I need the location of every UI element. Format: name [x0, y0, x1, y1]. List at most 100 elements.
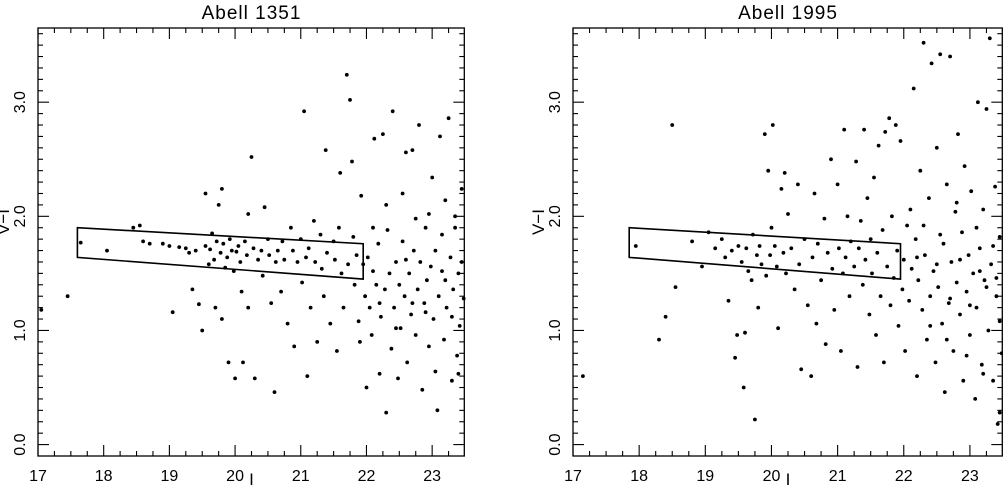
data-point: [802, 237, 807, 242]
data-point: [245, 253, 249, 257]
data-point: [842, 127, 847, 132]
data-point: [986, 328, 991, 333]
data-point: [289, 225, 293, 230]
data-point: [394, 260, 398, 264]
data-point: [764, 273, 769, 278]
data-point: [377, 371, 382, 376]
data-point: [431, 317, 436, 321]
data-point: [757, 244, 762, 248]
data-point: [938, 232, 943, 237]
data-point: [304, 255, 308, 260]
data-point: [690, 239, 694, 244]
data-point: [313, 260, 318, 264]
data-point: [203, 244, 208, 248]
data-point: [440, 232, 444, 237]
data-point: [874, 333, 878, 337]
data-point: [953, 209, 958, 214]
data-point: [456, 371, 461, 376]
data-point: [719, 237, 724, 242]
data-point: [991, 244, 995, 248]
data-point: [417, 123, 421, 127]
data-point: [351, 235, 356, 239]
data-point: [946, 301, 951, 305]
data-point: [974, 305, 979, 310]
data-point: [427, 344, 431, 349]
data-point: [394, 326, 398, 331]
data-point: [921, 40, 926, 45]
data-point: [389, 346, 394, 351]
data-point: [65, 294, 70, 299]
data-point: [852, 264, 857, 269]
data-point: [934, 262, 939, 267]
x-tick-label: 23: [961, 468, 979, 485]
data-point: [786, 212, 790, 216]
data-point: [280, 239, 285, 244]
data-point: [425, 278, 429, 283]
data-point: [223, 265, 228, 270]
y-tick-label: 2.0: [12, 205, 29, 227]
data-point: [423, 310, 428, 315]
data-point: [909, 266, 914, 271]
data-point: [318, 232, 323, 237]
data-point: [404, 150, 408, 155]
data-point: [451, 287, 456, 292]
data-point: [812, 191, 817, 196]
data-point: [346, 262, 350, 267]
data-point: [376, 241, 381, 246]
data-point: [960, 230, 964, 235]
data-point: [251, 246, 256, 251]
data-point: [981, 371, 986, 376]
y-tick-label: 1.0: [547, 319, 564, 341]
data-point: [295, 260, 300, 264]
data-point: [229, 248, 234, 253]
data-point: [860, 282, 865, 287]
data-point: [231, 269, 236, 273]
data-point: [920, 308, 925, 312]
data-point: [428, 264, 433, 269]
data-point: [997, 410, 1002, 415]
data-point: [390, 109, 395, 114]
data-point: [913, 237, 918, 242]
data-point: [200, 328, 205, 333]
data-point: [880, 228, 885, 232]
data-point: [246, 305, 251, 310]
data-point: [440, 269, 444, 273]
data-point: [971, 271, 976, 276]
x-tick-label: 19: [160, 468, 178, 485]
data-point: [964, 289, 969, 294]
data-point: [973, 397, 978, 401]
data-point: [305, 374, 310, 378]
data-point: [443, 198, 448, 203]
data-point: [670, 123, 675, 127]
data-point: [356, 319, 361, 324]
data-point: [459, 260, 464, 264]
data-point: [784, 271, 788, 276]
data-point: [236, 244, 241, 248]
data-point: [218, 250, 223, 255]
data-point: [907, 298, 911, 303]
data-point: [381, 132, 385, 137]
x-tick-label: 22: [895, 468, 913, 485]
data-point: [713, 246, 718, 251]
data-point: [929, 61, 934, 66]
data-point: [993, 184, 997, 189]
x-tick-label: 20: [763, 468, 781, 485]
x-tick-label: 17: [564, 468, 582, 485]
data-point: [350, 159, 354, 164]
data-point: [335, 349, 339, 353]
data-point: [756, 305, 761, 310]
data-point: [260, 273, 265, 278]
data-point: [999, 351, 1003, 356]
data-point: [275, 248, 280, 253]
data-point: [402, 294, 407, 299]
data-point: [797, 262, 802, 267]
data-point: [915, 374, 919, 378]
y-tick-label: 3.0: [547, 91, 564, 113]
data-point: [418, 260, 423, 264]
chart-panel-abell-1995: 17 18 19 20 21 22 23 0.0 1.0 2.0 3.0 Abell 1995 I V−I: [529, 3, 1003, 486]
data-point: [984, 107, 989, 111]
data-point: [300, 280, 304, 285]
y-tick-label: 0.0: [12, 433, 29, 455]
data-point: [249, 155, 254, 159]
